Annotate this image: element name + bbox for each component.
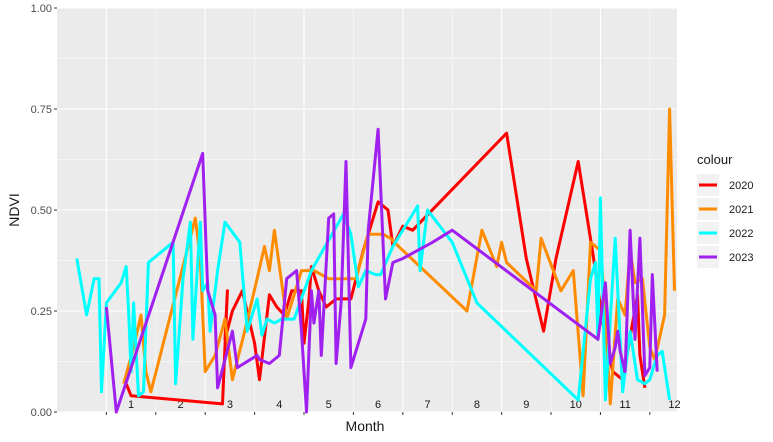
legend-label-2022: 2022 — [729, 228, 753, 240]
y-tick-label: 0.50 — [31, 205, 52, 217]
x-tick-label: 2 — [177, 399, 183, 411]
series-line-2023 — [104, 127, 659, 414]
legend-title: colour — [697, 152, 733, 167]
x-axis-title: Month — [346, 418, 385, 434]
legend-label-2021: 2021 — [729, 204, 753, 216]
x-tick-label: 4 — [276, 399, 282, 411]
x-tick-label: 12 — [668, 399, 680, 411]
series-lines — [75, 107, 676, 414]
series-line-2021 — [122, 107, 676, 406]
x-tick-label: 10 — [570, 399, 582, 411]
y-axis-ticks: 0.00 0.25 0.50 0.75 1.00 — [31, 3, 57, 419]
x-tick-label: 3 — [227, 399, 233, 411]
y-tick-label: 0.25 — [31, 306, 52, 318]
y-tick-label: 1.00 — [31, 3, 52, 15]
y-axis-title: NDVI — [6, 193, 22, 226]
legend-label-2020: 2020 — [729, 180, 753, 192]
x-tick-label: 1 — [128, 399, 134, 411]
x-tick-label: 5 — [326, 399, 332, 411]
x-tick-label: 6 — [375, 399, 381, 411]
grid-major — [57, 7, 677, 413]
x-axis-ticks: 1 2 3 4 5 6 7 8 9 10 11 12 — [105, 399, 681, 415]
x-tick-label: 9 — [523, 399, 529, 411]
series-line-2022 — [75, 196, 672, 402]
x-tick-label: 8 — [474, 399, 480, 411]
y-tick-label: 0.75 — [31, 104, 52, 116]
x-tick-label: 7 — [424, 399, 430, 411]
legend-label-2023: 2023 — [729, 252, 753, 264]
legend: colour 2020 2021 2022 2023 — [697, 152, 753, 268]
y-tick-label: 0.00 — [31, 407, 52, 419]
x-tick-label: 11 — [619, 399, 630, 411]
